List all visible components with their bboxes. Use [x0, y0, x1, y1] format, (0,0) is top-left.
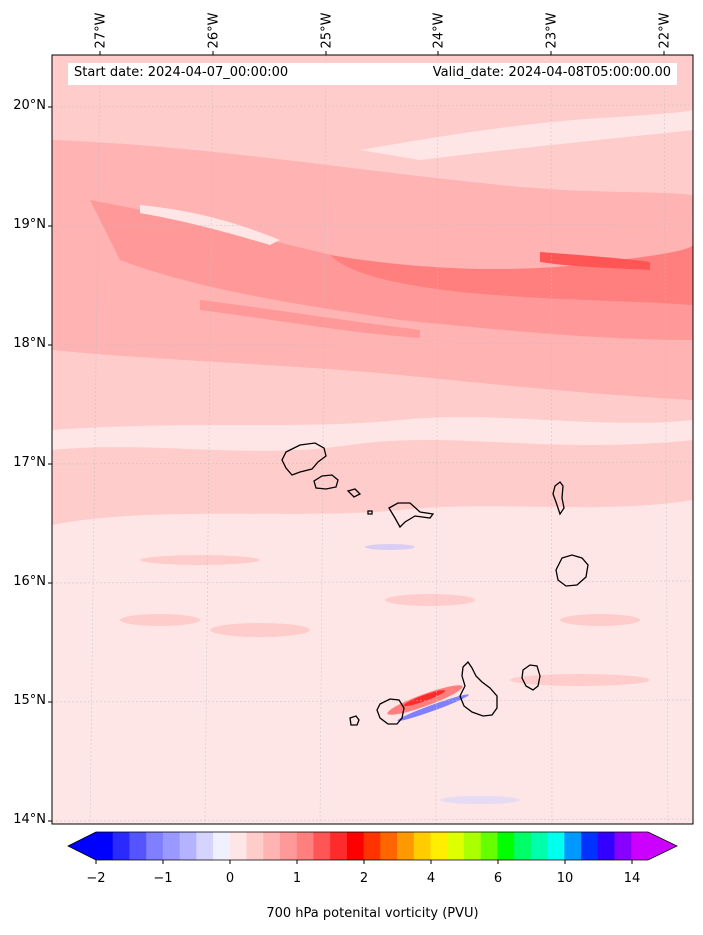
lat-label-16n: 16°N	[13, 574, 46, 589]
colorbar-segment	[447, 832, 465, 860]
pv-streak-1	[200, 300, 420, 338]
colorbar-segment	[313, 832, 331, 860]
graticule	[52, 55, 693, 824]
colorbar-segment	[346, 832, 365, 860]
colorbar-segment	[581, 832, 599, 860]
pv-negative-streak	[365, 544, 415, 550]
colorbar-segment	[330, 832, 348, 860]
colorbar-segment	[179, 832, 197, 860]
pv-core	[540, 252, 650, 270]
lon-label-23w: 23°W	[544, 12, 560, 49]
pv-band-max	[330, 245, 693, 305]
lat-label-18n: 18°N	[13, 336, 46, 351]
colorbar-segment	[547, 832, 565, 860]
colorbar-segment	[530, 832, 549, 860]
island-santiago	[459, 660, 498, 717]
colorbar-segment	[397, 832, 415, 860]
colorbar-segment	[514, 832, 532, 860]
colorbar-tick-label: 4	[426, 871, 436, 886]
island-fogo	[376, 698, 405, 725]
coastlines	[281, 442, 589, 726]
pv-light-patch	[360, 110, 693, 160]
pv-patch-b	[210, 623, 310, 637]
island-brava	[349, 715, 360, 726]
colorbar-segment	[614, 832, 632, 860]
pv-light-streak	[140, 205, 280, 245]
island-sao-nicolau	[388, 502, 435, 529]
start-date-label: Start date: 2024-04-07_00:00:00	[74, 65, 289, 80]
colorbar-extend-over	[648, 832, 677, 860]
lon-ticks	[99, 51, 665, 55]
map-frame	[51, 54, 694, 825]
pv-patch-d	[560, 614, 640, 626]
colorbar-segment	[597, 832, 616, 860]
colorbar-segment	[162, 832, 181, 860]
island-boa-vista	[555, 554, 589, 587]
colorbar-segment	[631, 832, 649, 860]
lon-label-22w: 22°W	[657, 12, 673, 49]
island-branco	[367, 510, 373, 515]
lat-label-17n: 17°N	[13, 455, 46, 470]
island-santa-luzia	[346, 488, 362, 498]
island-santo-antao	[281, 442, 327, 476]
colorbar-segment	[280, 832, 298, 860]
colorbar-segment	[246, 832, 264, 860]
pv-patch-e	[510, 674, 650, 686]
colorbar-segment	[497, 832, 515, 860]
island-maio	[521, 664, 541, 691]
colorbar-segment	[480, 832, 499, 860]
colorbar-segment	[229, 832, 248, 860]
colorbar-segment	[464, 832, 482, 860]
info-box	[68, 63, 677, 85]
pv-field	[52, 55, 693, 824]
island-sal	[552, 481, 565, 516]
lon-label-25w: 25°W	[319, 12, 335, 49]
colorbar-segment	[296, 832, 315, 860]
colorbar-segment	[213, 832, 231, 860]
colorbar-tick-label: 1	[292, 871, 302, 886]
colorbar-segment	[196, 832, 214, 860]
lat-label-15n: 15°N	[13, 693, 46, 708]
pv-dipole	[387, 685, 469, 721]
pv-band-islands	[52, 440, 693, 525]
lat-label-19n: 19°N	[13, 217, 46, 232]
lat-label-20n: 20°N	[13, 98, 46, 113]
colorbar-tick-label: 0	[225, 871, 235, 886]
colorbar-tick-label: −1	[153, 871, 173, 886]
lon-label-27w: 27°W	[93, 12, 109, 49]
colorbar-tick-label: 10	[556, 871, 574, 886]
colorbar-tick-label: 2	[359, 871, 369, 886]
colorbar-segment	[430, 832, 448, 860]
colorbar	[67, 831, 678, 864]
colorbar-segment	[112, 832, 131, 860]
lat-label-14n: 14°N	[13, 812, 46, 827]
valid-date-label: Valid_date: 2024-04-08T05:00:00.00	[432, 65, 671, 80]
island-sao-vicente	[313, 474, 339, 490]
lat-ticks	[48, 106, 52, 822]
colorbar-extend-under	[68, 832, 96, 860]
pv-negative-patch	[440, 796, 520, 804]
pv-patch-f	[140, 555, 260, 565]
colorbar-label: 700 hPa potenital vorticity (PVU)	[266, 906, 479, 921]
colorbar-segment	[363, 832, 381, 860]
colorbar-tick-label: 14	[623, 871, 641, 886]
colorbar-segment	[564, 832, 582, 860]
colorbar-segment	[380, 832, 398, 860]
lon-label-26w: 26°W	[206, 12, 222, 49]
colorbar-segment	[413, 832, 432, 860]
colorbar-segment	[146, 832, 164, 860]
pv-patch-c	[385, 594, 475, 606]
colorbar-segment	[263, 832, 281, 860]
pv-patch-a	[120, 614, 200, 626]
lon-label-24w: 24°W	[431, 12, 447, 49]
colorbar-tick-label: −2	[86, 871, 106, 886]
colorbar-tick-label: 6	[493, 871, 503, 886]
colorbar-segment	[96, 832, 114, 860]
colorbar-segment	[129, 832, 147, 860]
